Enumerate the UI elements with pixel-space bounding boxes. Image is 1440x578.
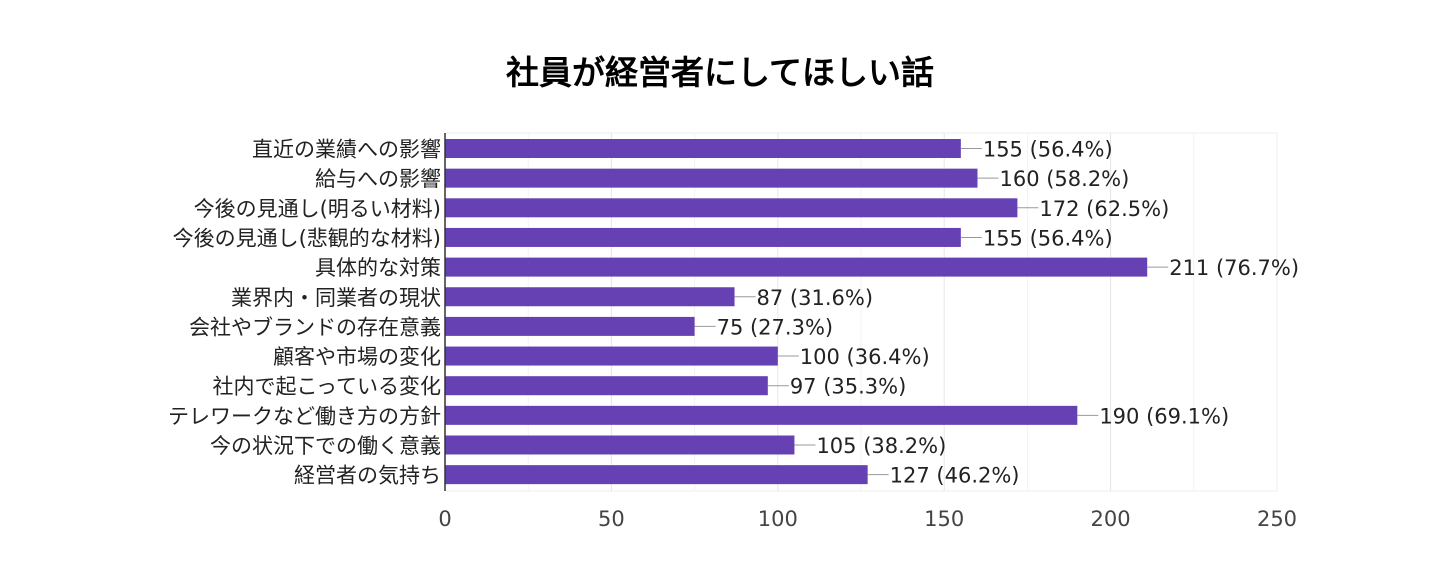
value-label: 75 (27.3%) xyxy=(717,315,834,339)
bar xyxy=(445,405,1078,425)
chart-title: 社員が経営者にしてほしい話 xyxy=(505,53,934,92)
bar xyxy=(445,435,795,455)
x-tick-label: 250 xyxy=(1257,507,1297,531)
value-label: 87 (31.6%) xyxy=(757,286,874,310)
bar xyxy=(445,465,868,485)
category-label: 業界内・同業者の現状 xyxy=(231,286,441,310)
category-label: 経営者の気持ち xyxy=(294,464,441,488)
bar xyxy=(445,376,768,396)
category-label: 今後の見通し(明るい材料) xyxy=(194,197,441,221)
value-label: 211 (76.7%) xyxy=(1169,256,1299,280)
category-label: 直近の業績への影響 xyxy=(252,138,441,162)
bar xyxy=(445,316,695,336)
category-label: 会社やブランドの存在意義 xyxy=(189,315,441,339)
value-label: 100 (36.4%) xyxy=(800,345,930,369)
x-axis-ticks: 0 50 100 150 200 250 xyxy=(438,507,1297,531)
category-label: 具体的な対策 xyxy=(315,256,441,280)
x-tick-label: 50 xyxy=(598,507,625,531)
bar xyxy=(445,346,778,366)
bar xyxy=(445,198,1018,218)
x-tick-label: 150 xyxy=(924,507,964,531)
bars xyxy=(445,139,1148,485)
value-label: 155 (56.4%) xyxy=(983,138,1113,162)
bar xyxy=(445,139,961,158)
bar xyxy=(445,287,735,307)
value-label: 97 (35.3%) xyxy=(790,375,907,399)
value-label: 155 (56.4%) xyxy=(983,226,1113,250)
value-label: 127 (46.2%) xyxy=(890,464,1020,488)
value-label: 105 (38.2%) xyxy=(816,434,946,458)
bar xyxy=(445,168,978,188)
category-label: 今後の見通し(悲観的な材料) xyxy=(173,226,441,250)
category-label: テレワークなど働き方の方針 xyxy=(168,404,441,428)
category-label: 今の状況下での働く意義 xyxy=(210,434,441,458)
x-tick-label: 100 xyxy=(758,507,798,531)
category-label: 給与への影響 xyxy=(315,167,441,191)
bar xyxy=(445,227,961,247)
category-label: 社内で起こっている変化 xyxy=(213,375,441,399)
bar xyxy=(445,257,1148,277)
value-label: 160 (58.2%) xyxy=(999,167,1129,191)
value-labels: 155 (56.4%) 160 (58.2%) 172 (62.5%) 155 (56… xyxy=(694,138,1299,488)
x-tick-label: 0 xyxy=(438,507,451,531)
value-label: 190 (69.1%) xyxy=(1099,404,1229,428)
category-label: 顧客や市場の変化 xyxy=(273,345,441,369)
x-tick-label: 200 xyxy=(1091,507,1131,531)
value-label: 172 (62.5%) xyxy=(1039,197,1169,221)
